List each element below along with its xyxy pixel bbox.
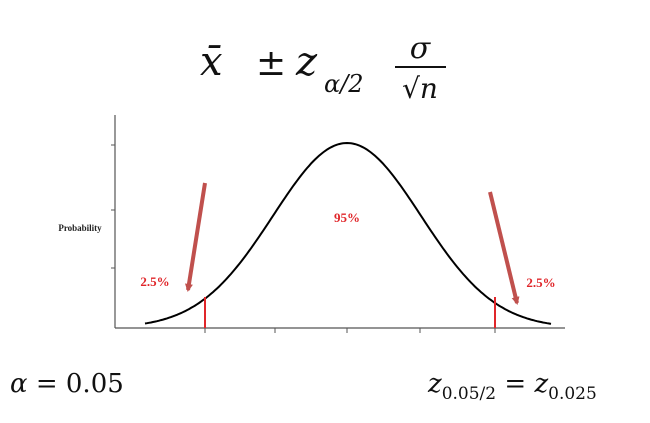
alpha-equals: = xyxy=(36,369,58,399)
critical-equals: = xyxy=(504,369,526,399)
critical-subscript2: 0.025 xyxy=(548,384,597,404)
center-label: 95% xyxy=(334,210,360,225)
formula-numerator: σ xyxy=(410,31,432,66)
formula-denominator: √n xyxy=(402,72,438,105)
formula-subscript: α/2 xyxy=(324,70,364,98)
formula-mean: x̄ xyxy=(200,39,223,85)
left-tail-label: 2.5% xyxy=(140,274,169,289)
alpha-equation: α = 0.05 xyxy=(10,369,124,399)
y-axis-label: Probability xyxy=(58,223,102,233)
alpha-value: 0.05 xyxy=(66,369,124,399)
alpha-symbol: α xyxy=(10,369,28,399)
critical-equation: z0.05/2 = z0.025 xyxy=(427,369,597,406)
right-tail-label: 2.5% xyxy=(526,275,555,290)
critical-z: z xyxy=(427,369,442,399)
axis-ticks xyxy=(111,144,496,333)
formula-plus-minus: ± xyxy=(256,43,286,84)
formula-z: z xyxy=(295,39,318,85)
right-arrow xyxy=(488,191,520,305)
critical-z2: z xyxy=(533,369,548,399)
left-arrow xyxy=(184,182,207,292)
critical-subscript: 0.05/2 xyxy=(442,384,496,404)
normal-curve xyxy=(144,141,552,325)
